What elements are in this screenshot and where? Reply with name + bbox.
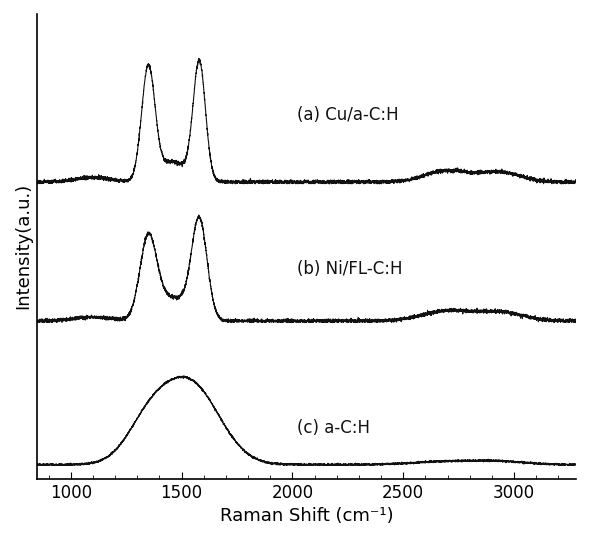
Text: (c) a-C:H: (c) a-C:H xyxy=(297,419,370,437)
Text: (a) Cu/a-C:H: (a) Cu/a-C:H xyxy=(297,106,398,124)
Text: (b) Ni/FL-C:H: (b) Ni/FL-C:H xyxy=(297,260,402,278)
X-axis label: Raman Shift (cm⁻¹): Raman Shift (cm⁻¹) xyxy=(220,507,394,525)
Y-axis label: Intensity(a.u.): Intensity(a.u.) xyxy=(14,183,32,309)
